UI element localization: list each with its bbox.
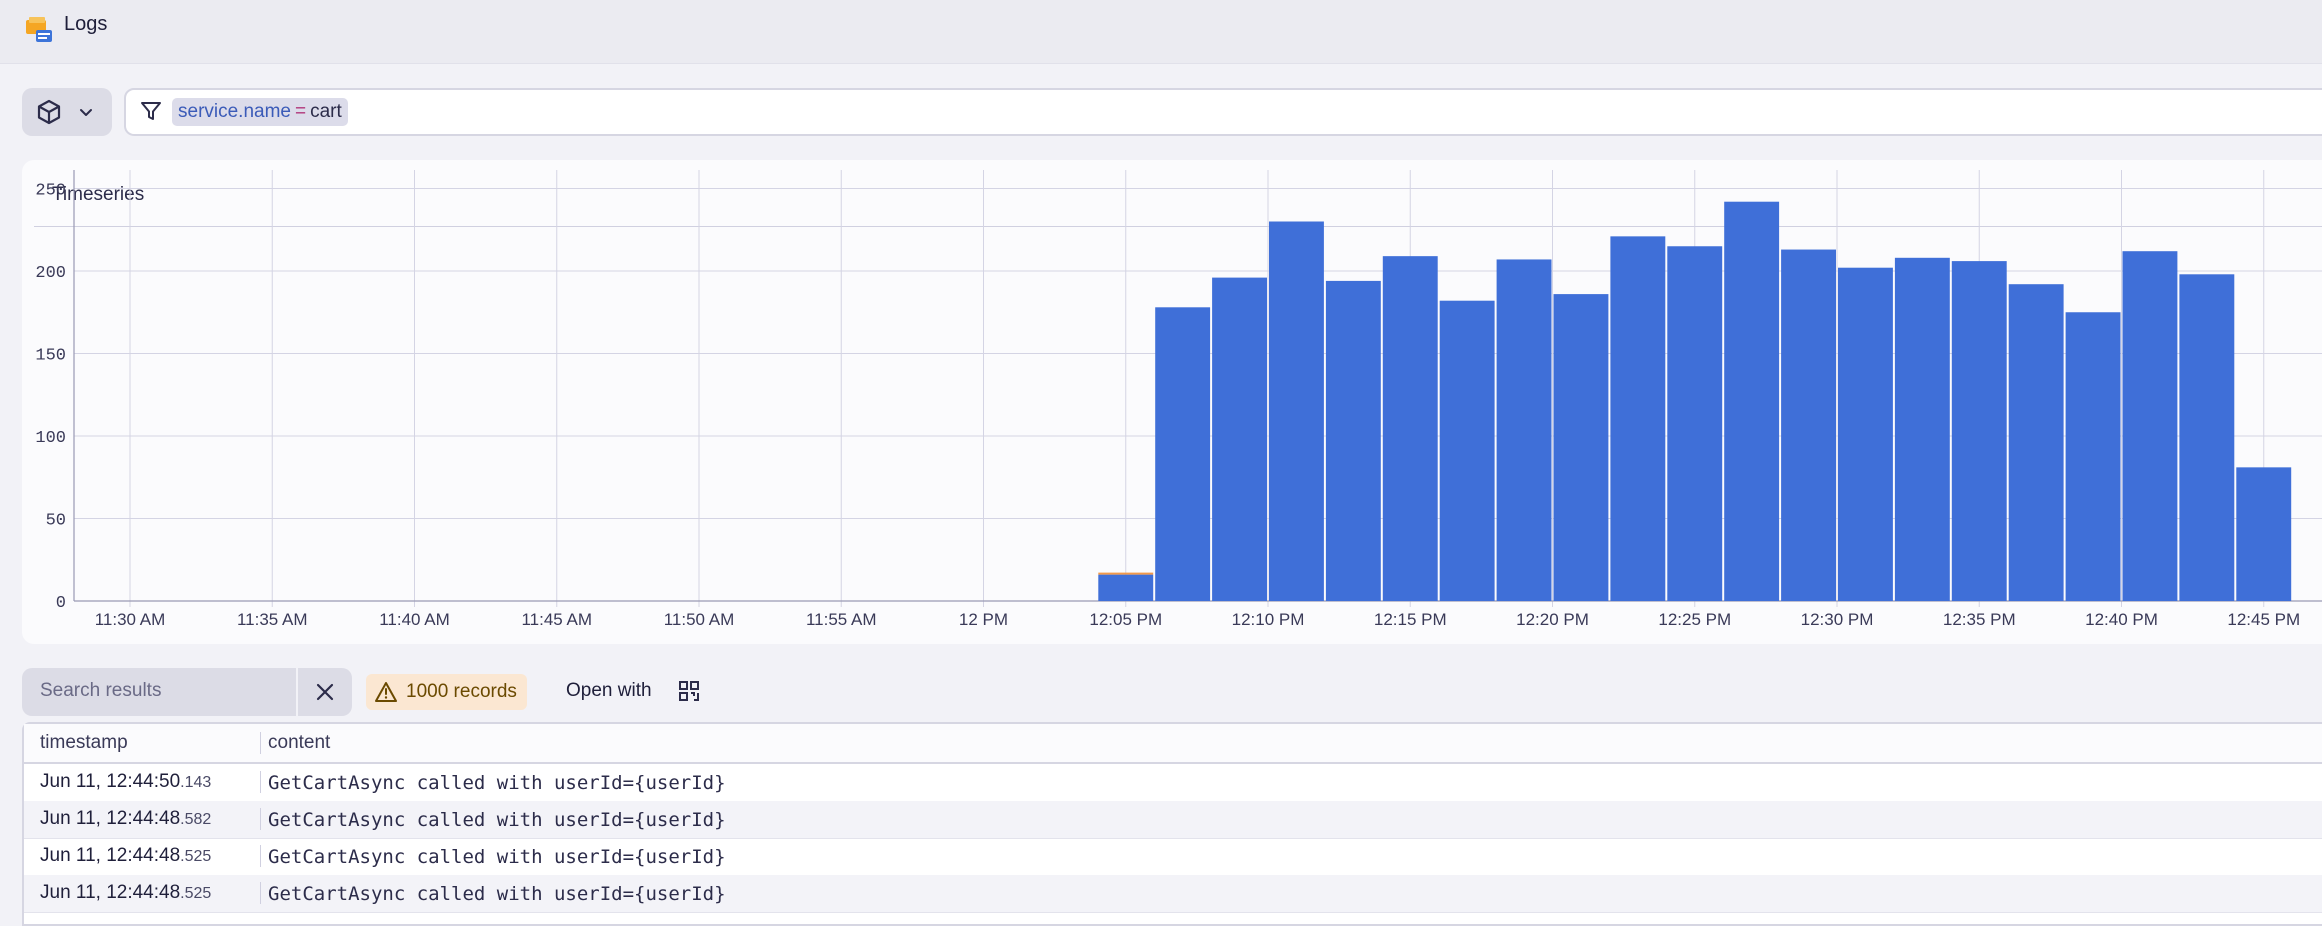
chart-bar <box>1610 236 1666 601</box>
table-header: timestamp content <box>24 724 2322 764</box>
chart-bar <box>1894 257 1950 601</box>
timestamp-cell: Jun 11, 12:44:48.525 <box>40 882 211 904</box>
environment-selector-button[interactable] <box>22 88 112 136</box>
chart-bar <box>1212 277 1267 601</box>
chart-bar <box>1724 201 1780 601</box>
timestamp-ms: .525 <box>180 848 212 865</box>
timestamp-main: Jun 11, 12:44:50 <box>40 771 181 792</box>
x-tick-label: 12:25 PM <box>1658 610 1731 629</box>
chart-bar <box>1781 249 1836 602</box>
timestamp-main: Jun 11, 12:44:48 <box>40 882 181 903</box>
y-tick-label: 100 <box>35 429 66 448</box>
column-header-timestamp[interactable]: timestamp <box>40 732 128 753</box>
chart-bar <box>2008 284 2064 601</box>
chart-bar <box>1439 300 1495 601</box>
chart-bar <box>1496 259 1552 601</box>
chart-bar <box>2236 467 2292 601</box>
filter-operator: = <box>295 101 307 122</box>
chart-bar <box>1325 280 1381 601</box>
search-results-input[interactable]: Search results <box>22 668 296 716</box>
chart-bar <box>1269 221 1324 601</box>
y-tick-label: 0 <box>56 594 66 613</box>
cell-separator <box>260 845 261 867</box>
content-cell: GetCartAsync called with userId={userId} <box>268 846 726 868</box>
content-cell: GetCartAsync called with userId={userId} <box>268 809 726 831</box>
table-row[interactable]: Jun 11, 12:44:50.143 GetCartAsync called… <box>24 764 2322 802</box>
x-tick-label: 11:30 AM <box>95 610 166 629</box>
chart-bar <box>2122 251 2178 601</box>
records-warning-badge[interactable]: 1000 records <box>366 674 527 710</box>
chart-bar <box>1098 574 1154 601</box>
timestamp-main: Jun 11, 12:44:48 <box>40 845 181 866</box>
timeseries-title: Timeseries <box>52 184 145 205</box>
timestamp-ms: .582 <box>180 811 212 828</box>
y-tick-label: 150 <box>35 347 66 366</box>
table-row[interactable]: Jun 11, 12:44:48.582 GetCartAsync called… <box>24 801 2322 839</box>
x-tick-label: 12:35 PM <box>1943 610 2016 629</box>
chart-bar <box>1667 246 1723 601</box>
cell-separator <box>260 808 261 830</box>
chevron-down-icon <box>80 109 92 116</box>
logs-app-icon <box>26 17 52 42</box>
x-tick-label: 12:20 PM <box>1516 610 1589 629</box>
chart-bar <box>1553 294 1609 601</box>
warning-icon <box>375 682 397 702</box>
timeseries-card: Timeseries 0 50 100 150 200 250 11:30 AM 11:35 … <box>22 160 2322 644</box>
x-tick-label: 11:40 AM <box>379 610 450 629</box>
filter-key: service.name <box>178 101 291 122</box>
x-tick-label: 11:55 AM <box>806 610 877 629</box>
clear-search-button[interactable] <box>298 668 352 716</box>
cube-icon <box>37 99 61 125</box>
cell-separator <box>260 771 261 793</box>
filter-icon <box>141 102 161 120</box>
records-count: 1000 records <box>406 681 517 702</box>
chart-bar <box>1838 267 1893 601</box>
x-tick-label: 12:45 PM <box>2227 610 2300 629</box>
y-tick-label: 250 <box>35 182 66 201</box>
column-header-content[interactable]: content <box>268 732 331 753</box>
search-placeholder: Search results <box>40 680 162 701</box>
log-records-table: timestamp content Jun 11, 12:44:50.143 G… <box>22 722 2322 926</box>
timestamp-ms: .143 <box>180 774 212 791</box>
x-tick-label: 12 PM <box>959 610 1008 629</box>
timestamp-ms: .525 <box>180 885 212 902</box>
y-tick-label: 200 <box>35 264 66 283</box>
chart-bar <box>1155 307 1211 601</box>
filter-bar[interactable]: service.name = cart <box>124 88 2322 136</box>
timestamp-cell: Jun 11, 12:44:48.582 <box>40 808 211 830</box>
app-title: Logs <box>64 13 108 35</box>
timestamp-cell: Jun 11, 12:44:50.143 <box>40 771 211 793</box>
close-icon <box>316 683 334 701</box>
content-cell: GetCartAsync called with userId={userId} <box>268 772 726 794</box>
y-tick-label: 50 <box>46 512 66 531</box>
x-tick-label: 11:45 AM <box>521 610 592 629</box>
open-with-button[interactable]: Open with <box>566 680 652 701</box>
timestamp-main: Jun 11, 12:44:48 <box>40 808 181 829</box>
cell-separator <box>260 882 261 904</box>
table-row[interactable]: Jun 11, 12:44:48.525 GetCartAsync called… <box>24 875 2322 913</box>
chart-bar-accent <box>1098 572 1154 575</box>
chart-bar <box>1382 256 1438 601</box>
timeseries-chart: 0 50 100 150 200 250 11:30 AM 11:35 AM 11:40 AM 1… <box>35 170 2322 629</box>
x-tick-label: 11:35 AM <box>237 610 308 629</box>
table-row[interactable]: Jun 11, 12:44:48.525 GetCartAsync called… <box>24 838 2322 876</box>
timestamp-cell: Jun 11, 12:44:48.525 <box>40 845 211 867</box>
x-tick-label: 12:40 PM <box>2085 610 2158 629</box>
x-tick-label: 12:30 PM <box>1801 610 1874 629</box>
content-cell: GetCartAsync called with userId={userId} <box>268 883 726 905</box>
filter-token[interactable]: service.name = cart <box>172 98 348 126</box>
apps-grid-icon[interactable] <box>678 680 700 702</box>
x-tick-label: 12:10 PM <box>1232 610 1305 629</box>
chart-bar <box>2179 274 2235 601</box>
chart-bar <box>1951 261 2007 601</box>
column-separator[interactable] <box>260 732 261 754</box>
x-tick-label: 11:50 AM <box>664 610 735 629</box>
divider <box>34 226 2322 227</box>
x-tick-label: 12:15 PM <box>1374 610 1447 629</box>
top-bar: Logs <box>0 0 2322 64</box>
filter-value: cart <box>310 101 342 122</box>
x-tick-label: 12:05 PM <box>1089 610 1162 629</box>
chart-bar <box>2065 312 2121 601</box>
